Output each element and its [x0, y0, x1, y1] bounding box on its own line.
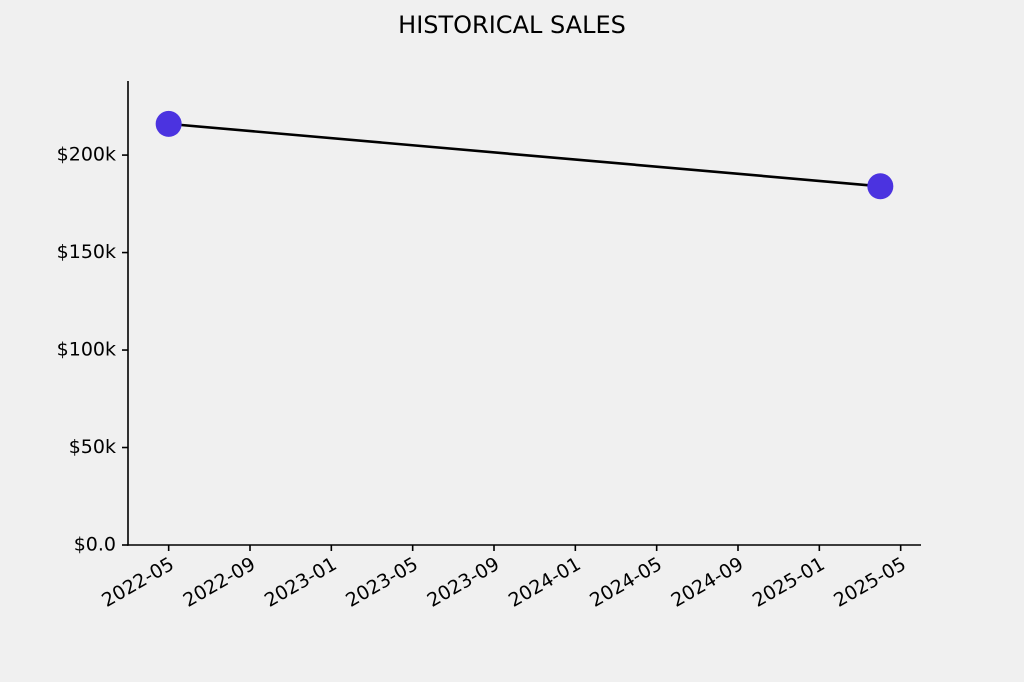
y-tick-label: $50k: [69, 436, 116, 458]
marker: [867, 173, 894, 200]
y-tick-label: $200k: [57, 144, 116, 166]
marker: [155, 110, 182, 137]
y-tick-label: $100k: [57, 339, 116, 361]
line: [168, 122, 881, 188]
y-tick-label: $0.0: [74, 534, 116, 556]
chart-title: HISTORICAL SALES: [398, 11, 626, 39]
y-tick-label: $150k: [57, 241, 116, 263]
